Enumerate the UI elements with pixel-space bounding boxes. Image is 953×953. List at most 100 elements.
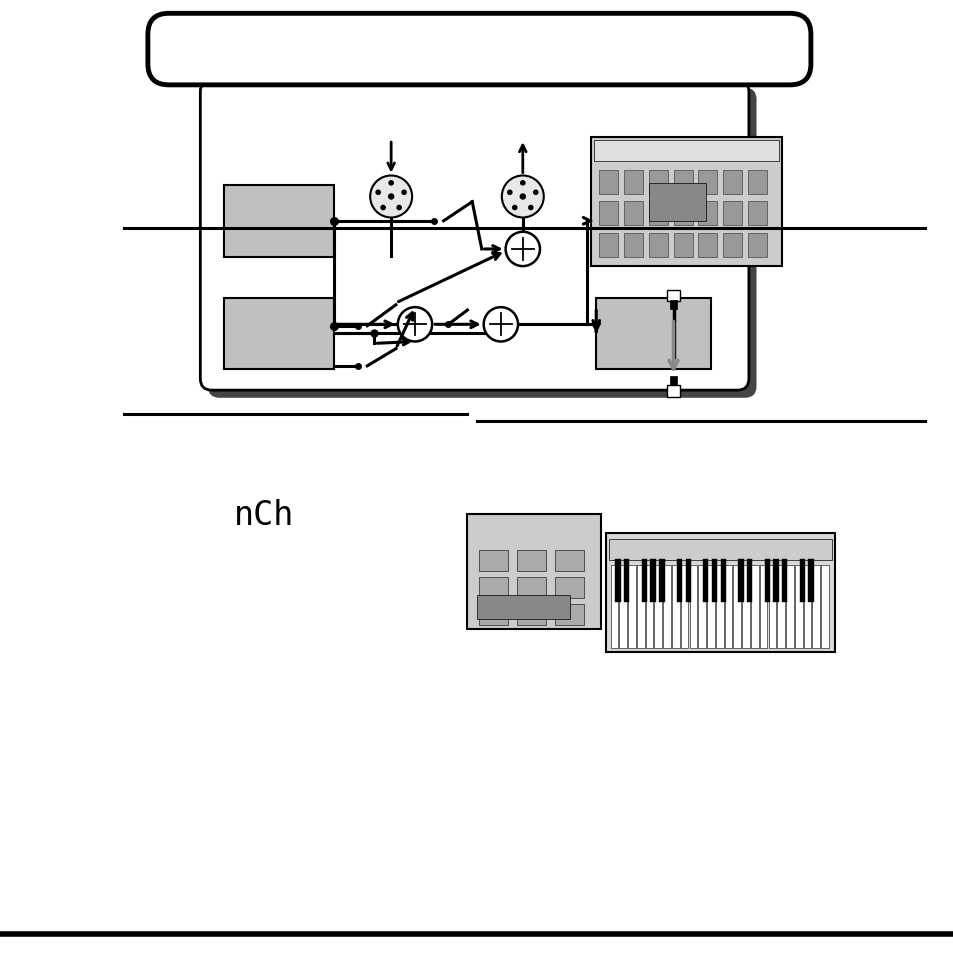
- Bar: [598, 233, 618, 257]
- Bar: [781, 560, 786, 603]
- Circle shape: [533, 191, 537, 195]
- Bar: [666, 386, 679, 397]
- Bar: [669, 376, 677, 386]
- Bar: [610, 565, 618, 648]
- Bar: [680, 565, 688, 648]
- Circle shape: [375, 191, 380, 195]
- Bar: [641, 560, 646, 603]
- Circle shape: [505, 233, 539, 267]
- Bar: [648, 184, 705, 222]
- Circle shape: [389, 181, 393, 186]
- Bar: [746, 560, 752, 603]
- Bar: [467, 515, 600, 629]
- Text: nCh: nCh: [233, 498, 294, 531]
- Bar: [738, 560, 742, 603]
- Bar: [517, 578, 545, 598]
- Bar: [615, 560, 620, 603]
- Bar: [747, 202, 766, 226]
- Bar: [722, 171, 741, 194]
- Bar: [659, 560, 664, 603]
- Circle shape: [396, 206, 401, 211]
- Bar: [750, 565, 758, 648]
- Bar: [799, 560, 804, 603]
- Bar: [759, 565, 766, 648]
- Bar: [777, 565, 784, 648]
- Bar: [673, 233, 692, 257]
- Bar: [747, 171, 766, 194]
- Bar: [763, 560, 769, 603]
- Bar: [676, 560, 681, 603]
- Circle shape: [528, 206, 533, 211]
- Bar: [623, 171, 642, 194]
- Bar: [555, 551, 583, 572]
- Bar: [618, 565, 626, 648]
- Circle shape: [388, 194, 394, 200]
- Bar: [478, 604, 507, 625]
- FancyBboxPatch shape: [148, 14, 810, 86]
- Bar: [673, 202, 692, 226]
- Bar: [821, 565, 828, 648]
- Bar: [476, 596, 570, 619]
- FancyBboxPatch shape: [208, 89, 756, 398]
- Bar: [768, 565, 776, 648]
- Bar: [623, 202, 642, 226]
- Circle shape: [519, 194, 525, 200]
- Bar: [591, 138, 781, 267]
- Bar: [608, 539, 831, 560]
- Bar: [773, 560, 778, 603]
- Bar: [645, 565, 653, 648]
- Bar: [724, 565, 732, 648]
- Circle shape: [401, 191, 406, 195]
- Bar: [711, 560, 717, 603]
- Bar: [715, 565, 722, 648]
- FancyBboxPatch shape: [200, 81, 748, 391]
- Bar: [478, 551, 507, 572]
- Bar: [555, 578, 583, 598]
- Bar: [648, 202, 667, 226]
- Bar: [706, 565, 714, 648]
- Bar: [623, 233, 642, 257]
- Bar: [720, 560, 725, 603]
- Bar: [733, 565, 740, 648]
- Bar: [224, 186, 334, 257]
- Circle shape: [397, 308, 432, 342]
- Bar: [654, 565, 661, 648]
- Bar: [698, 171, 717, 194]
- Bar: [747, 233, 766, 257]
- Bar: [669, 300, 677, 310]
- Bar: [794, 565, 801, 648]
- Bar: [698, 233, 717, 257]
- Bar: [224, 298, 334, 370]
- Bar: [598, 202, 618, 226]
- Bar: [666, 291, 679, 302]
- Bar: [807, 560, 813, 603]
- Circle shape: [507, 191, 512, 195]
- Bar: [741, 565, 749, 648]
- Bar: [673, 171, 692, 194]
- Bar: [785, 565, 793, 648]
- Bar: [662, 565, 670, 648]
- Bar: [648, 233, 667, 257]
- Bar: [812, 565, 820, 648]
- Circle shape: [501, 176, 543, 218]
- Circle shape: [370, 176, 412, 218]
- Circle shape: [483, 308, 517, 342]
- Bar: [517, 551, 545, 572]
- Bar: [685, 560, 690, 603]
- Bar: [722, 233, 741, 257]
- Bar: [671, 565, 679, 648]
- Circle shape: [380, 206, 385, 211]
- Bar: [517, 604, 545, 625]
- Circle shape: [520, 181, 524, 186]
- Bar: [555, 604, 583, 625]
- Bar: [627, 565, 635, 648]
- Bar: [596, 186, 710, 257]
- Bar: [594, 141, 779, 162]
- Bar: [478, 578, 507, 598]
- Bar: [702, 560, 708, 603]
- Bar: [802, 565, 810, 648]
- Bar: [722, 202, 741, 226]
- Bar: [637, 565, 644, 648]
- Bar: [596, 298, 710, 370]
- Bar: [650, 560, 655, 603]
